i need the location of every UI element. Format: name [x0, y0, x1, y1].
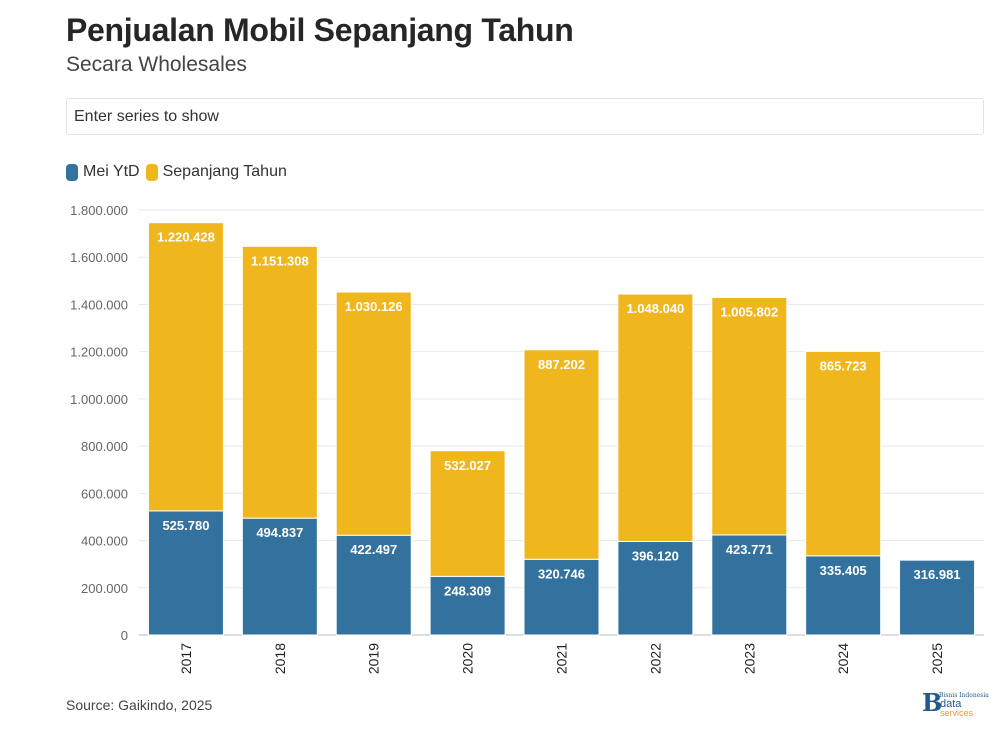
bar-mei-ytd: [711, 534, 788, 636]
bar-mei-ytd: [523, 558, 600, 636]
data-label-mei-ytd: 316.981: [914, 567, 961, 582]
bar-mei-ytd: [429, 575, 506, 636]
bar-mei-ytd: [899, 559, 976, 636]
bar-mei-ytd: [241, 517, 318, 636]
x-tick-label: 2023: [741, 643, 757, 674]
data-label-sepanjang-tahun: 865.723: [820, 358, 867, 373]
bar-sepanjang-tahun: [147, 222, 224, 512]
bar-sepanjang-tahun: [241, 245, 318, 519]
y-tick-label: 1.000.000: [70, 392, 128, 407]
data-label-mei-ytd: 494.837: [256, 525, 303, 540]
y-tick-label: 600.000: [81, 486, 128, 501]
bar-sepanjang-tahun: [617, 293, 694, 542]
source-note: Source: Gaikindo, 2025: [66, 697, 213, 713]
x-tick-label: 2025: [929, 643, 945, 674]
bar-sepanjang-tahun: [805, 350, 882, 557]
x-tick-label: 2024: [835, 643, 851, 674]
x-tick-label: 2022: [647, 643, 663, 674]
legend-swatch-sepanjang-tahun: [145, 163, 158, 181]
data-label-mei-ytd: 248.309: [444, 583, 491, 598]
data-label-sepanjang-tahun: 887.202: [538, 357, 585, 372]
bisnis-indonesia-data-services-logo: B Bisnis Indonesia data services: [922, 689, 989, 718]
chart-title: Penjualan Mobil Sepanjang Tahun: [66, 12, 574, 48]
chart-legend: Mei YtD Sepanjang Tahun: [66, 163, 293, 181]
data-label-sepanjang-tahun: 1.220.428: [157, 230, 215, 245]
chart-subtitle: Secara Wholesales: [66, 53, 247, 76]
bar-mei-ytd: [805, 555, 882, 636]
stacked-bar-chart: 0 200.000 400.000 600.000 800.000 1.000.000 1.…: [70, 203, 984, 674]
data-label-sepanjang-tahun: 1.151.308: [251, 253, 309, 268]
bar-sepanjang-tahun: [523, 349, 600, 560]
bar-mei-ytd: [617, 540, 694, 636]
legend-item-sepanjang-tahun[interactable]: Sepanjang Tahun: [145, 163, 287, 181]
data-label-mei-ytd: 320.746: [538, 566, 585, 581]
svg-text:data: data: [940, 698, 962, 710]
series-search-input[interactable]: [67, 99, 983, 134]
svg-text:B: B: [922, 689, 942, 717]
data-label-sepanjang-tahun: 1.005.802: [720, 304, 778, 319]
x-tick-label: 2017: [178, 643, 194, 674]
x-tick-label: 2020: [460, 643, 476, 674]
data-label-mei-ytd: 335.405: [820, 563, 867, 578]
data-label-sepanjang-tahun: 1.030.126: [345, 299, 403, 314]
y-tick-label: 1.400.000: [70, 297, 128, 312]
data-label-mei-ytd: 525.780: [162, 518, 209, 533]
legend-swatch-mei-ytd: [66, 163, 78, 181]
data-label-mei-ytd: 396.120: [632, 548, 679, 563]
legend-label-mei-ytd: Mei YtD: [83, 163, 140, 180]
legend-label-sepanjang-tahun: Sepanjang Tahun: [162, 163, 287, 180]
svg-text:services: services: [940, 708, 974, 718]
series-search[interactable]: [66, 98, 984, 135]
y-tick-label: 1.600.000: [70, 250, 128, 265]
y-tick-label: 0: [121, 628, 128, 643]
y-tick-label: 200.000: [81, 581, 128, 596]
data-label-mei-ytd: 423.771: [726, 542, 773, 557]
data-label-mei-ytd: 422.497: [350, 542, 397, 557]
legend-item-mei-ytd[interactable]: Mei YtD: [66, 163, 140, 181]
bar-mei-ytd: [335, 534, 412, 636]
data-label-sepanjang-tahun: 1.048.040: [626, 301, 684, 316]
bar-sepanjang-tahun: [429, 450, 506, 577]
y-tick-label: 1.800.000: [70, 203, 128, 218]
y-tick-label: 400.000: [81, 534, 128, 549]
x-tick-label: 2018: [272, 643, 288, 674]
data-label-sepanjang-tahun: 532.027: [444, 458, 491, 473]
bar-sepanjang-tahun: [335, 291, 412, 536]
x-tick-label: 2021: [554, 643, 570, 674]
y-tick-label: 800.000: [81, 439, 128, 454]
svg-text:Bisnis Indonesia: Bisnis Indonesia: [939, 692, 989, 699]
bar-sepanjang-tahun: [711, 296, 788, 536]
y-tick-label: 1.200.000: [70, 345, 128, 360]
x-tick-label: 2019: [366, 643, 382, 674]
